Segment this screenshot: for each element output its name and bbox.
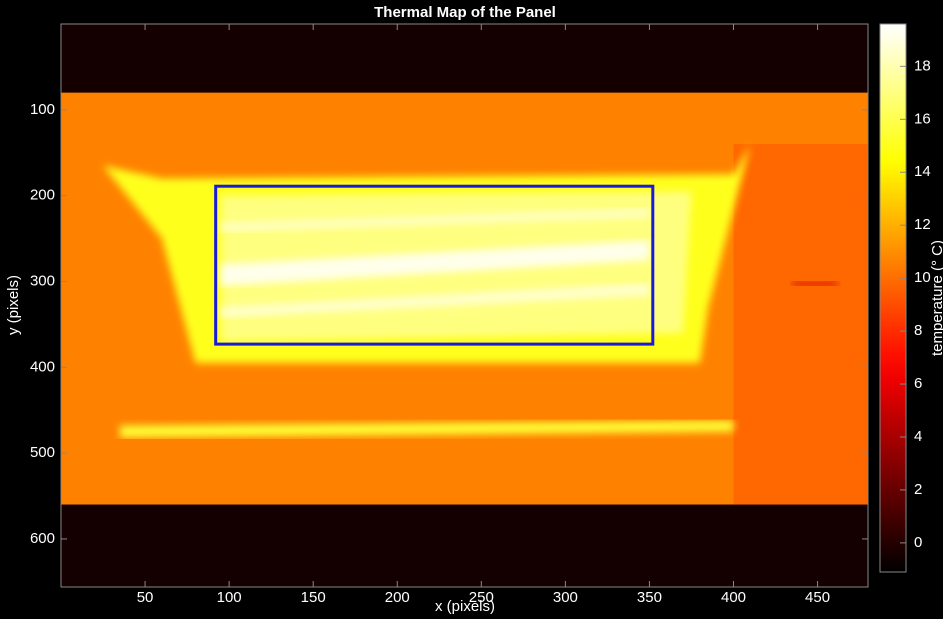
heatmap: [61, 24, 868, 587]
y-tick-label: 200: [30, 187, 55, 204]
x-tick-label: 250: [469, 589, 494, 606]
heat-region: [792, 281, 837, 285]
y-tick-label: 600: [30, 530, 55, 547]
x-tick-label: 400: [721, 589, 746, 606]
heat-region: [61, 505, 868, 587]
y-axis-label: y (pixels): [5, 275, 22, 335]
heat-region: [61, 24, 868, 93]
chart: Thermal Map of the Panel x (pixels) y (p…: [0, 0, 943, 619]
colorbar-tick-label: 16: [914, 110, 931, 127]
colorbar-tick-label: 10: [914, 269, 931, 286]
y-tick-label: 500: [30, 444, 55, 461]
y-tick-label: 400: [30, 358, 55, 375]
chart-title: Thermal Map of the Panel: [374, 4, 556, 21]
x-tick-label: 350: [637, 589, 662, 606]
colorbar-tick-label: 8: [914, 322, 922, 339]
y-tick-label: 300: [30, 272, 55, 289]
colorbar-tick-label: 4: [914, 428, 922, 445]
colorbar-tick-label: 0: [914, 534, 922, 551]
heat-region: [734, 144, 869, 504]
colorbar-tick-label: 12: [914, 216, 931, 233]
x-tick-label: 150: [301, 589, 326, 606]
colorbar-tick-label: 2: [914, 481, 922, 498]
x-tick-label: 100: [217, 589, 242, 606]
colorbar-tick-label: 14: [914, 163, 931, 180]
colorbar-tick-label: 18: [914, 57, 931, 74]
x-tick-label: 300: [553, 589, 578, 606]
x-tick-label: 200: [385, 589, 410, 606]
y-tick-label: 100: [30, 101, 55, 118]
colorbar-label: temperature (° C): [929, 240, 943, 356]
x-tick-label: 450: [805, 589, 830, 606]
colorbar-tick-label: 6: [914, 375, 922, 392]
x-tick-label: 50: [137, 589, 154, 606]
